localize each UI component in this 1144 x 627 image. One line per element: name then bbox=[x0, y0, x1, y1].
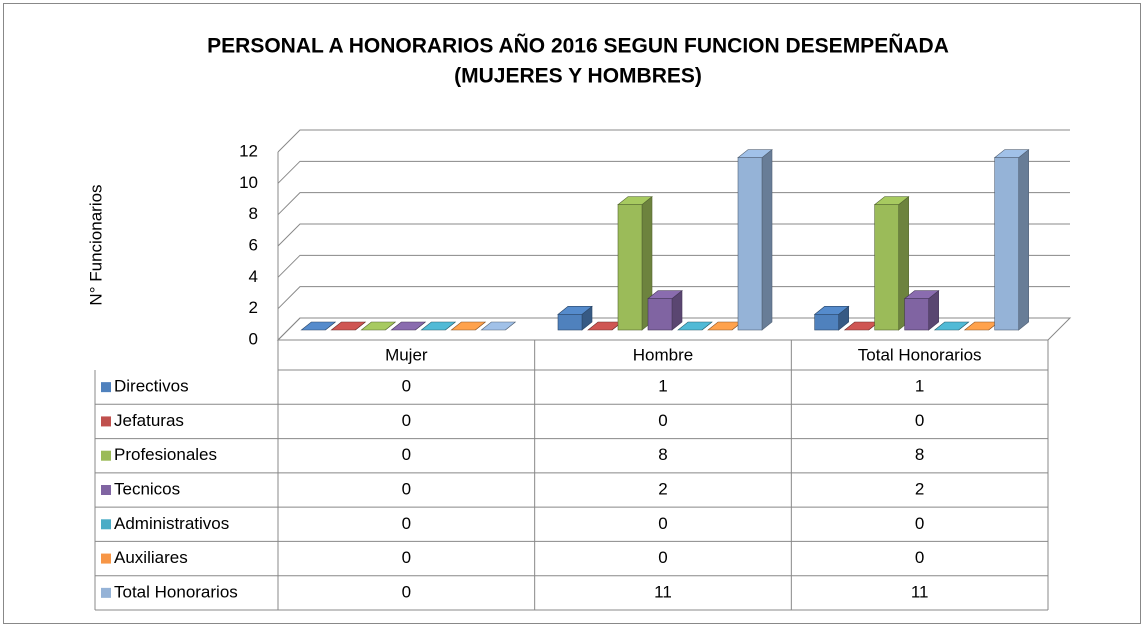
bar bbox=[737, 157, 763, 331]
legend-swatch bbox=[101, 485, 111, 495]
bar-top bbox=[677, 321, 713, 331]
legend-swatch bbox=[101, 382, 111, 393]
table-value: 0 bbox=[402, 479, 411, 498]
bar bbox=[814, 314, 839, 331]
grid-line bbox=[277, 317, 1070, 341]
legend-label: Auxiliares bbox=[114, 548, 188, 567]
x-tick-label: Mujer bbox=[385, 345, 428, 364]
y-tick-label: 2 bbox=[249, 298, 258, 317]
y-tick-label: 0 bbox=[249, 329, 258, 348]
legend-swatch bbox=[101, 519, 111, 530]
bar bbox=[617, 204, 643, 331]
table-value: 0 bbox=[658, 411, 667, 430]
grid-line bbox=[277, 192, 1070, 216]
table-value: 11 bbox=[654, 582, 672, 601]
bar bbox=[647, 298, 673, 331]
table-value: 2 bbox=[915, 479, 924, 498]
legend-swatch bbox=[101, 553, 111, 564]
table-value: 1 bbox=[915, 377, 924, 396]
bar-top bbox=[300, 321, 337, 331]
bar bbox=[874, 204, 899, 331]
y-tick-label: 12 bbox=[239, 141, 258, 160]
grid-line bbox=[277, 160, 1070, 184]
x-tick-label: Hombre bbox=[633, 345, 693, 364]
table-value: 0 bbox=[658, 514, 667, 533]
table-value: 2 bbox=[658, 479, 667, 498]
table-value: 0 bbox=[658, 548, 667, 567]
grid-line bbox=[277, 129, 1070, 153]
legend-label: Profesionales bbox=[114, 445, 217, 464]
grid-line bbox=[277, 223, 1070, 247]
grid-line bbox=[277, 254, 1070, 278]
table-value: 11 bbox=[911, 582, 929, 601]
y-tick-label: 8 bbox=[249, 204, 258, 223]
table-value: 0 bbox=[915, 514, 924, 533]
table-value: 8 bbox=[658, 445, 667, 464]
legend-label: Tecnicos bbox=[114, 479, 180, 498]
y-axis-label: N° Funcionarios bbox=[86, 184, 105, 305]
table-value: 0 bbox=[402, 514, 411, 533]
y-tick-label: 4 bbox=[249, 267, 258, 286]
table-value: 0 bbox=[402, 445, 411, 464]
legend-swatch bbox=[101, 416, 111, 427]
legend-swatch bbox=[101, 450, 111, 461]
chart-subtitle: (MUJERES Y HOMBRES) bbox=[454, 65, 702, 88]
table-value: 0 bbox=[402, 548, 411, 567]
bar-top bbox=[390, 321, 427, 331]
x-tick-label: Total Honorarios bbox=[858, 345, 982, 364]
bar-top bbox=[420, 321, 457, 331]
bar-side bbox=[1018, 149, 1029, 331]
legend-swatch bbox=[101, 587, 111, 598]
bar-top bbox=[480, 321, 517, 331]
legend-label: Total Honorarios bbox=[114, 582, 238, 601]
bar bbox=[994, 157, 1019, 331]
table-value: 0 bbox=[402, 377, 411, 396]
bar bbox=[557, 314, 583, 331]
table-value: 8 bbox=[915, 445, 924, 464]
legend-label: Jefaturas bbox=[114, 411, 184, 430]
bar-top bbox=[360, 321, 397, 331]
legend-label: Directivos bbox=[114, 377, 189, 396]
table-value: 1 bbox=[658, 377, 667, 396]
y-tick-label: 6 bbox=[249, 235, 258, 254]
y-tick-label: 10 bbox=[239, 173, 258, 192]
bar-top bbox=[933, 321, 970, 331]
grid-line bbox=[277, 286, 1070, 310]
bar-top bbox=[330, 321, 367, 331]
table-value: 0 bbox=[915, 548, 924, 567]
legend-label: Administrativos bbox=[114, 514, 229, 533]
bar-side bbox=[761, 149, 773, 331]
table-value: 0 bbox=[915, 411, 924, 430]
bar-top bbox=[450, 321, 487, 331]
table-value: 0 bbox=[402, 582, 411, 601]
bar bbox=[904, 298, 929, 331]
table-value: 0 bbox=[402, 411, 411, 430]
chart-title: PERSONAL A HONORARIOS AÑO 2016 SEGUN FUN… bbox=[207, 35, 949, 58]
